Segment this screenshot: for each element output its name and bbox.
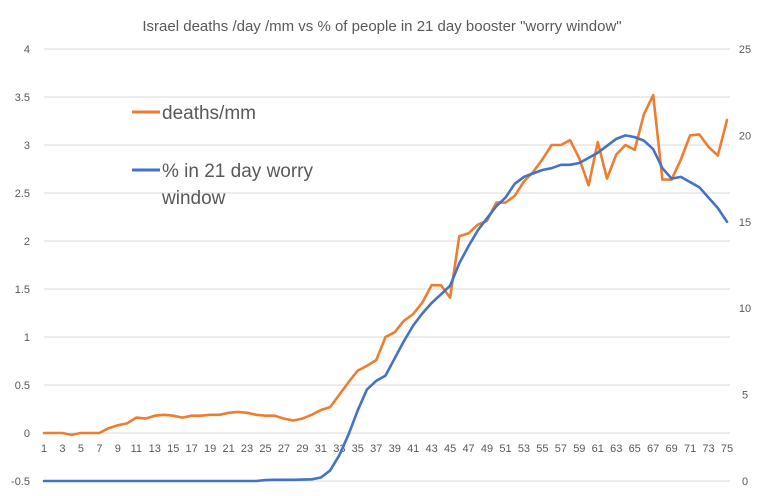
x-tick-label: 59 (573, 443, 585, 455)
right-tick-label: 20 (739, 130, 751, 142)
x-tick-label: 25 (259, 443, 271, 455)
legend-label-deaths: deaths/mm (162, 103, 256, 124)
x-tick-label: 65 (629, 443, 641, 455)
left-tick-label: 1.5 (15, 284, 30, 296)
chart-title: Israel deaths /day /mm vs % of people in… (142, 18, 621, 35)
x-tick-label: 49 (481, 443, 493, 455)
x-tick-label: 21 (222, 443, 234, 455)
x-tick-label: 73 (702, 443, 714, 455)
left-tick-label: 1 (24, 332, 30, 344)
x-tick-label: 15 (167, 443, 179, 455)
right-tick-label: 15 (739, 217, 751, 229)
left-tick-label: 0.5 (15, 380, 30, 392)
legend-label-worry-window-line1: % in 21 day worry (162, 161, 314, 182)
left-axis-ticks: -0.5 0 0.5 1 1.5 2 2.5 3 3.5 4 (11, 44, 30, 488)
left-tick-label: 0 (24, 428, 30, 440)
x-tick-label: 57 (555, 443, 567, 455)
series-layer (42, 93, 729, 483)
x-tick-label: 9 (115, 443, 121, 455)
left-tick-label: 3 (24, 140, 30, 152)
x-tick-label: 41 (407, 443, 419, 455)
x-tick-label: 3 (59, 443, 65, 455)
left-tick-label: -0.5 (11, 476, 30, 488)
x-tick-label: 45 (444, 443, 456, 455)
x-tick-label: 51 (499, 443, 511, 455)
x-tick-label: 5 (78, 443, 84, 455)
right-tick-label: 25 (739, 44, 751, 56)
left-tick-label: 3.5 (15, 92, 30, 104)
x-tick-label: 53 (518, 443, 530, 455)
x-tick-label: 35 (352, 443, 364, 455)
x-tick-label: 11 (131, 443, 142, 455)
x-tick-label: 1 (41, 443, 47, 455)
x-tick-label: 63 (610, 443, 622, 455)
x-tick-label: 37 (370, 443, 382, 455)
legend-label-worry-window-line2: window (161, 188, 226, 209)
x-tick-label: 27 (278, 443, 290, 455)
left-tick-label: 2 (24, 236, 30, 248)
legend: deaths/mm % in 21 day worry window (132, 103, 314, 209)
x-tick-label: 61 (592, 443, 604, 455)
right-tick-label: 0 (742, 476, 748, 488)
left-tick-label: 2.5 (15, 188, 30, 200)
x-tick-label: 19 (204, 443, 216, 455)
x-tick-label: 67 (647, 443, 659, 455)
right-axis-ticks: 0 5 10 15 20 25 (739, 44, 751, 488)
x-tick-label: 17 (186, 443, 198, 455)
left-tick-label: 4 (24, 44, 30, 56)
x-axis-ticks: 1 3 5 7 9 11 13 15 17 19 21 23 25 27 29 31 33 35 37 39 41 43 4… (41, 443, 733, 455)
series-line-worry-window-percent (42, 134, 729, 483)
x-tick-label: 29 (296, 443, 308, 455)
series-line-deaths-per-mm (42, 93, 729, 437)
gridlines (44, 48, 730, 482)
x-tick-label: 55 (536, 443, 548, 455)
x-tick-label: 7 (96, 443, 102, 455)
x-tick-label: 75 (721, 443, 733, 455)
x-tick-label: 71 (684, 443, 696, 455)
x-tick-label: 31 (315, 443, 327, 455)
x-tick-label: 47 (462, 443, 474, 455)
x-tick-label: 23 (241, 443, 253, 455)
x-tick-label: 69 (665, 443, 677, 455)
x-tick-label: 43 (426, 443, 438, 455)
x-tick-label: 39 (389, 443, 401, 455)
right-tick-label: 10 (739, 303, 751, 315)
x-tick-label: 13 (149, 443, 161, 455)
right-tick-label: 5 (742, 390, 748, 402)
